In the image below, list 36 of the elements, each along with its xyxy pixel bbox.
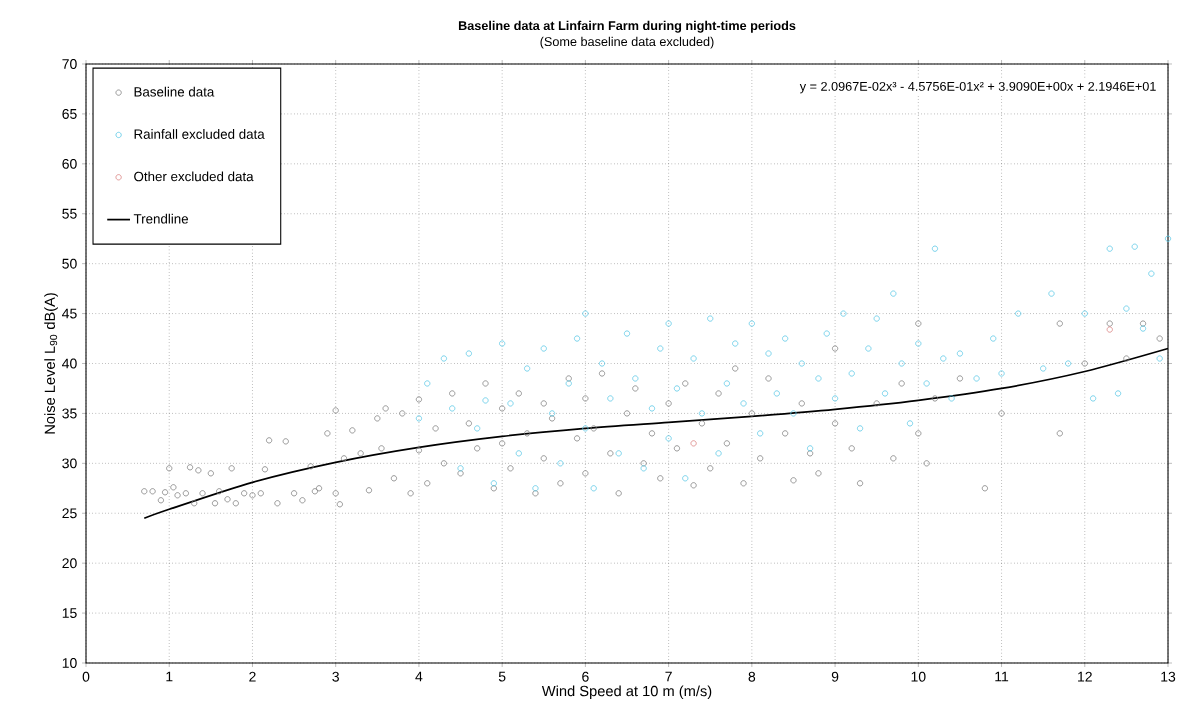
y-tick-label: 30 <box>62 458 77 469</box>
x-tick-label: 2 <box>249 671 256 682</box>
y-tick-label: 20 <box>62 558 77 569</box>
chart-subtitle: (Some baseline data excluded) <box>540 36 714 49</box>
chart-title: Baseline data at Linfairn Farm during night-time periods <box>458 20 796 33</box>
x-tick-label: 0 <box>82 671 90 682</box>
x-tick-label: 4 <box>415 671 423 682</box>
y-tick-label: 10 <box>62 658 77 668</box>
y-tick-label: 25 <box>62 508 77 519</box>
x-tick-label: 5 <box>498 671 506 682</box>
x-tick-label: 13 <box>1161 671 1176 682</box>
x-axis-title: Wind Speed at 10 m (m/s) <box>541 685 712 700</box>
y-tick-label: 60 <box>62 158 77 169</box>
y-tick-label: 40 <box>62 358 77 369</box>
x-tick-label: 1 <box>166 671 173 682</box>
legend-label: Trendline <box>133 213 188 224</box>
y-tick-label: 55 <box>62 208 77 219</box>
y-tick-label: 35 <box>62 408 77 419</box>
y-tick-label: 65 <box>62 108 77 119</box>
legend-label: Rainfall excluded data <box>134 129 265 139</box>
x-tick-label: 10 <box>911 671 926 682</box>
y-tick-label: 70 <box>62 59 77 69</box>
y-tick-label: 50 <box>62 258 77 269</box>
annotation: y = 2.0967E-02x³ - 4.5756E-01x² + 3.9090E+00x + 2.1946E+01 <box>799 81 1156 94</box>
y-tick-label: 15 <box>62 608 77 618</box>
x-tick-label: 7 <box>665 671 672 682</box>
legend-label: Baseline data <box>134 86 215 97</box>
x-tick-label: 8 <box>748 671 756 682</box>
legend-label: Other excluded data <box>134 171 254 182</box>
x-tick-label: 12 <box>1078 671 1092 682</box>
x-tick-label: 6 <box>582 671 589 682</box>
y-tick-label: 45 <box>62 308 77 319</box>
x-tick-label: 11 <box>995 671 1009 682</box>
x-tick-label: 9 <box>831 671 839 682</box>
y-axis-title: Noise Level L$_{90}$ dB(A) <box>44 293 58 434</box>
x-tick-label: 3 <box>332 671 339 682</box>
